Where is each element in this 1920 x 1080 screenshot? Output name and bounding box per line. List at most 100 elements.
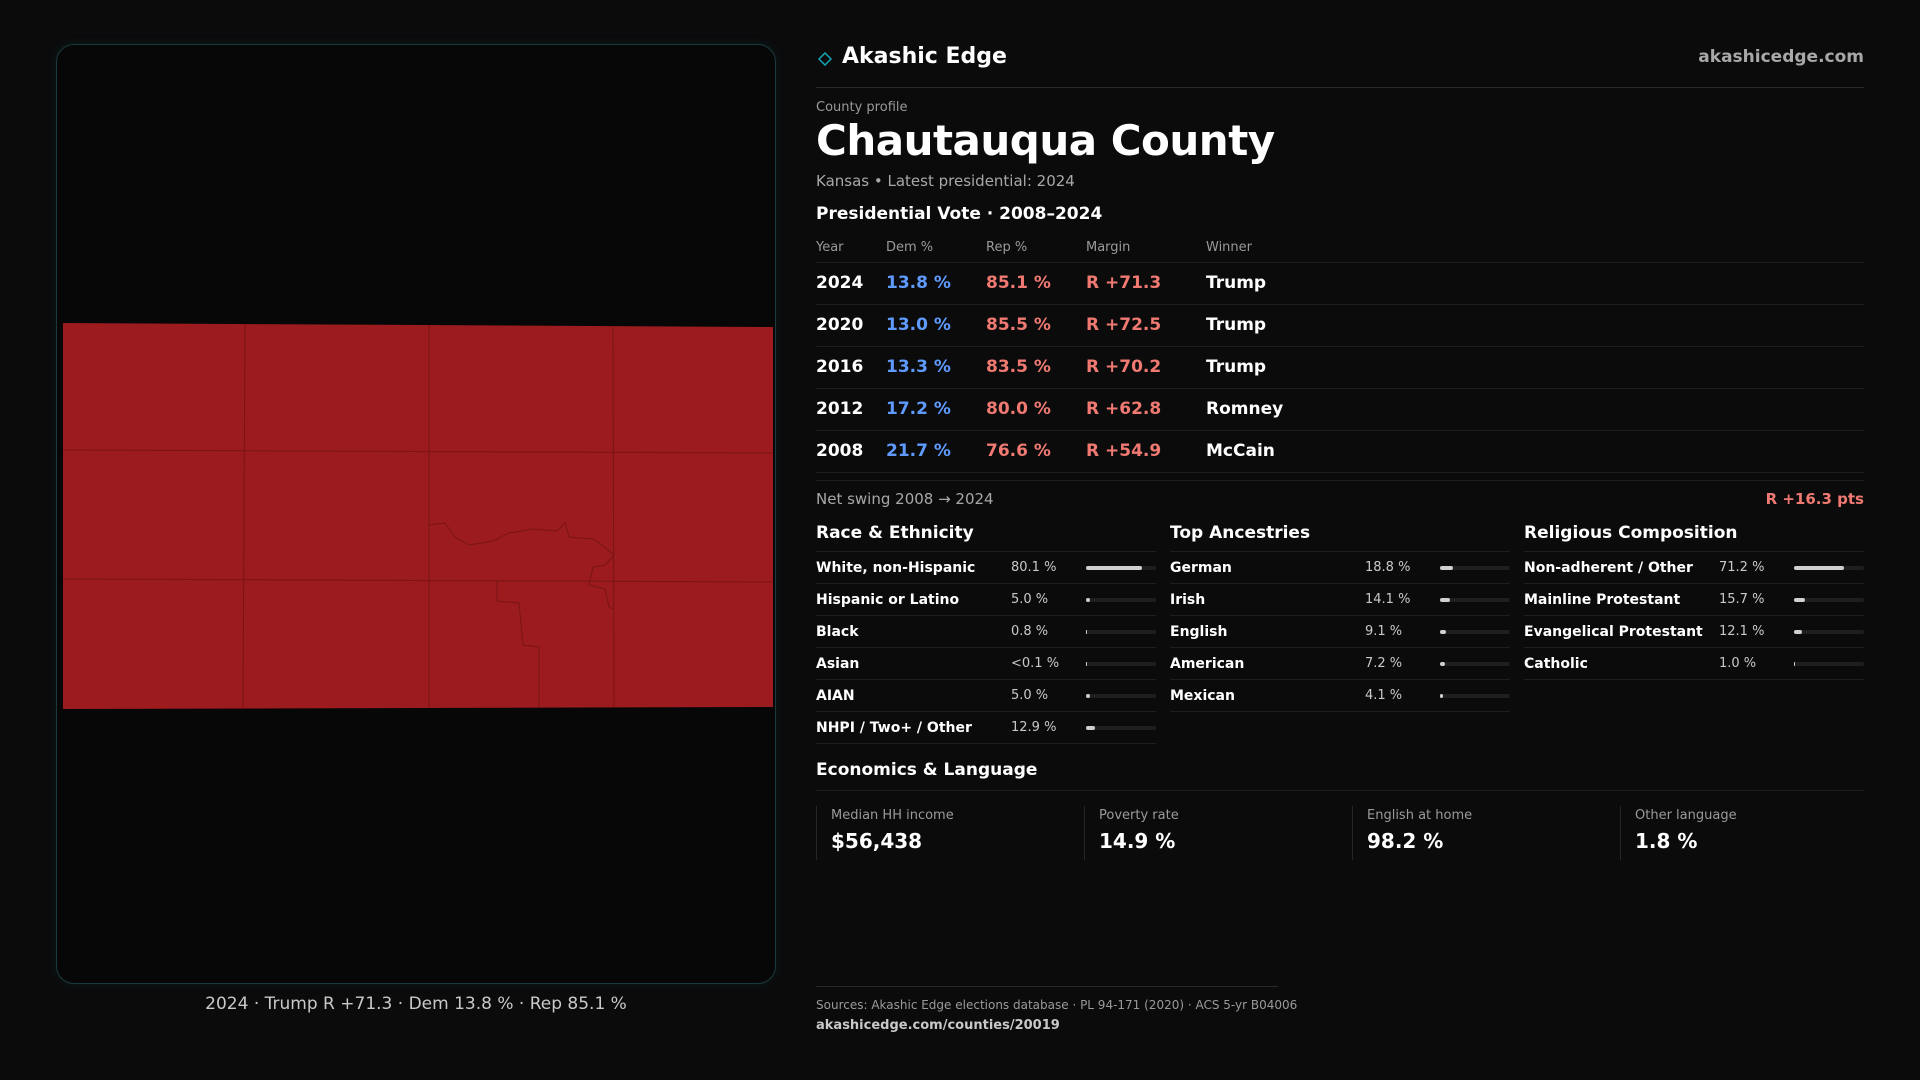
row-rep: 85.1 % xyxy=(986,273,1051,293)
net-swing-value: R +16.3 pts xyxy=(1765,490,1864,508)
row-year: 2012 xyxy=(816,399,864,419)
brand-name: Akashic Edge xyxy=(842,44,1007,69)
bar-fill xyxy=(1440,566,1454,570)
bar-track xyxy=(1794,662,1864,666)
list-item: Hispanic or Latino 5.0 % xyxy=(816,584,1156,616)
county-url-link[interactable]: akashicedge.com/counties/20019 xyxy=(816,1018,1060,1033)
item-value: 71.2 % xyxy=(1719,560,1765,575)
list-item: German 18.8 % xyxy=(1170,552,1510,584)
list-item: Mainline Protestant 15.7 % xyxy=(1524,584,1864,616)
row-winner: Trump xyxy=(1206,273,1267,293)
col-year: Year xyxy=(816,240,844,255)
bar-track xyxy=(1440,662,1510,666)
footer-divider xyxy=(816,986,1278,987)
site-link[interactable]: akashicedge.com xyxy=(1698,47,1864,67)
county-map-panel[interactable] xyxy=(56,44,776,984)
bar-fill xyxy=(1440,662,1446,666)
item-value: 80.1 % xyxy=(1011,560,1057,575)
list-item: Evangelical Protestant 12.1 % xyxy=(1524,616,1864,648)
top-bar: Akashic Edge akashicedge.com xyxy=(816,44,1864,88)
list-item: AIAN 5.0 % xyxy=(816,680,1156,712)
bar-fill xyxy=(1440,630,1447,634)
col-winner: Winner xyxy=(1206,240,1253,255)
bar-track xyxy=(1440,598,1510,602)
item-label: Evangelical Protestant xyxy=(1524,624,1703,640)
vote-table: Year Dem % Rep % Margin Winner 2024 13.8… xyxy=(816,233,1864,473)
item-label: German xyxy=(1170,560,1232,576)
race-heading: Race & Ethnicity xyxy=(816,520,1156,552)
item-label: American xyxy=(1170,656,1245,672)
vote-section-heading: Presidential Vote · 2008–2024 xyxy=(816,204,1103,224)
table-row[interactable]: 2024 13.8 % 85.1 % R +71.3 Trump xyxy=(816,263,1864,305)
table-row[interactable]: 2012 17.2 % 80.0 % R +62.8 Romney xyxy=(816,389,1864,431)
bar-track xyxy=(1440,566,1510,570)
race-ethnicity-section: Race & Ethnicity White, non-Hispanic 80.… xyxy=(816,520,1156,744)
bar-fill xyxy=(1794,662,1796,666)
stat-label: English at home xyxy=(1367,808,1473,823)
row-margin: R +70.2 xyxy=(1086,357,1162,377)
bar-fill xyxy=(1086,726,1096,730)
item-value: 5.0 % xyxy=(1011,592,1049,607)
bar-fill xyxy=(1086,662,1088,666)
list-item: Asian <0.1 % xyxy=(816,648,1156,680)
table-row[interactable]: 2020 13.0 % 85.5 % R +72.5 Trump xyxy=(816,305,1864,347)
col-dem: Dem % xyxy=(886,240,934,255)
eyebrow-label: County profile xyxy=(816,100,908,115)
bar-track xyxy=(1440,630,1510,634)
bar-fill xyxy=(1794,598,1805,602)
row-margin: R +72.5 xyxy=(1086,315,1162,335)
item-value: 0.8 % xyxy=(1011,624,1049,639)
row-rep: 76.6 % xyxy=(986,441,1051,461)
item-label: English xyxy=(1170,624,1228,640)
stat-median-income: Median HH income $56,438 xyxy=(816,806,954,860)
row-dem: 13.0 % xyxy=(886,315,951,335)
divider xyxy=(816,790,1864,791)
religion-heading: Religious Composition xyxy=(1524,520,1864,552)
row-rep: 85.5 % xyxy=(986,315,1051,335)
row-margin: R +62.8 xyxy=(1086,399,1162,419)
religion-section: Religious Composition Non-adherent / Oth… xyxy=(1524,520,1864,680)
bar-track xyxy=(1086,598,1156,602)
bar-track xyxy=(1794,566,1864,570)
list-item: White, non-Hispanic 80.1 % xyxy=(816,552,1156,584)
ancestries-section: Top Ancestries German 18.8 % Irish 14.1 … xyxy=(1170,520,1510,712)
county-map xyxy=(62,323,774,710)
bar-track xyxy=(1086,726,1156,730)
item-label: Hispanic or Latino xyxy=(816,592,960,608)
sources-note: Sources: Akashic Edge elections database… xyxy=(816,998,1298,1012)
row-winner: Trump xyxy=(1206,315,1267,335)
list-item: Irish 14.1 % xyxy=(1170,584,1510,616)
item-value: 12.1 % xyxy=(1719,624,1765,639)
economics-heading: Economics & Language xyxy=(816,760,1038,780)
divider xyxy=(816,480,1864,481)
col-margin: Margin xyxy=(1086,240,1131,255)
map-caption: 2024 · Trump R +71.3 · Dem 13.8 % · Rep … xyxy=(205,994,627,1014)
row-winner: Romney xyxy=(1206,399,1284,419)
stat-value: 14.9 % xyxy=(1099,829,1176,853)
bar-track xyxy=(1440,694,1510,698)
list-item: Mexican 4.1 % xyxy=(1170,680,1510,712)
item-label: Irish xyxy=(1170,592,1206,608)
list-item: English 9.1 % xyxy=(1170,616,1510,648)
bar-track xyxy=(1794,598,1864,602)
stat-poverty-rate: Poverty rate 14.9 % xyxy=(1084,806,1179,860)
item-value: 4.1 % xyxy=(1365,688,1403,703)
item-label: Mainline Protestant xyxy=(1524,592,1681,608)
row-dem: 17.2 % xyxy=(886,399,951,419)
item-label: White, non-Hispanic xyxy=(816,560,976,576)
county-shape[interactable] xyxy=(63,323,773,709)
table-row[interactable]: 2016 13.3 % 83.5 % R +70.2 Trump xyxy=(816,347,1864,389)
table-row[interactable]: 2008 21.7 % 76.6 % R +54.9 McCain xyxy=(816,431,1864,473)
col-rep: Rep % xyxy=(986,240,1028,255)
bar-fill xyxy=(1440,694,1443,698)
row-margin: R +54.9 xyxy=(1086,441,1162,461)
diamond-logo-icon xyxy=(818,52,832,66)
item-value: 5.0 % xyxy=(1011,688,1049,703)
list-item: Black 0.8 % xyxy=(816,616,1156,648)
item-label: Black xyxy=(816,624,859,640)
stat-label: Poverty rate xyxy=(1099,808,1179,823)
ancestry-heading: Top Ancestries xyxy=(1170,520,1510,552)
list-item: Non-adherent / Other 71.2 % xyxy=(1524,552,1864,584)
item-value: 9.1 % xyxy=(1365,624,1403,639)
item-value: 18.8 % xyxy=(1365,560,1411,575)
